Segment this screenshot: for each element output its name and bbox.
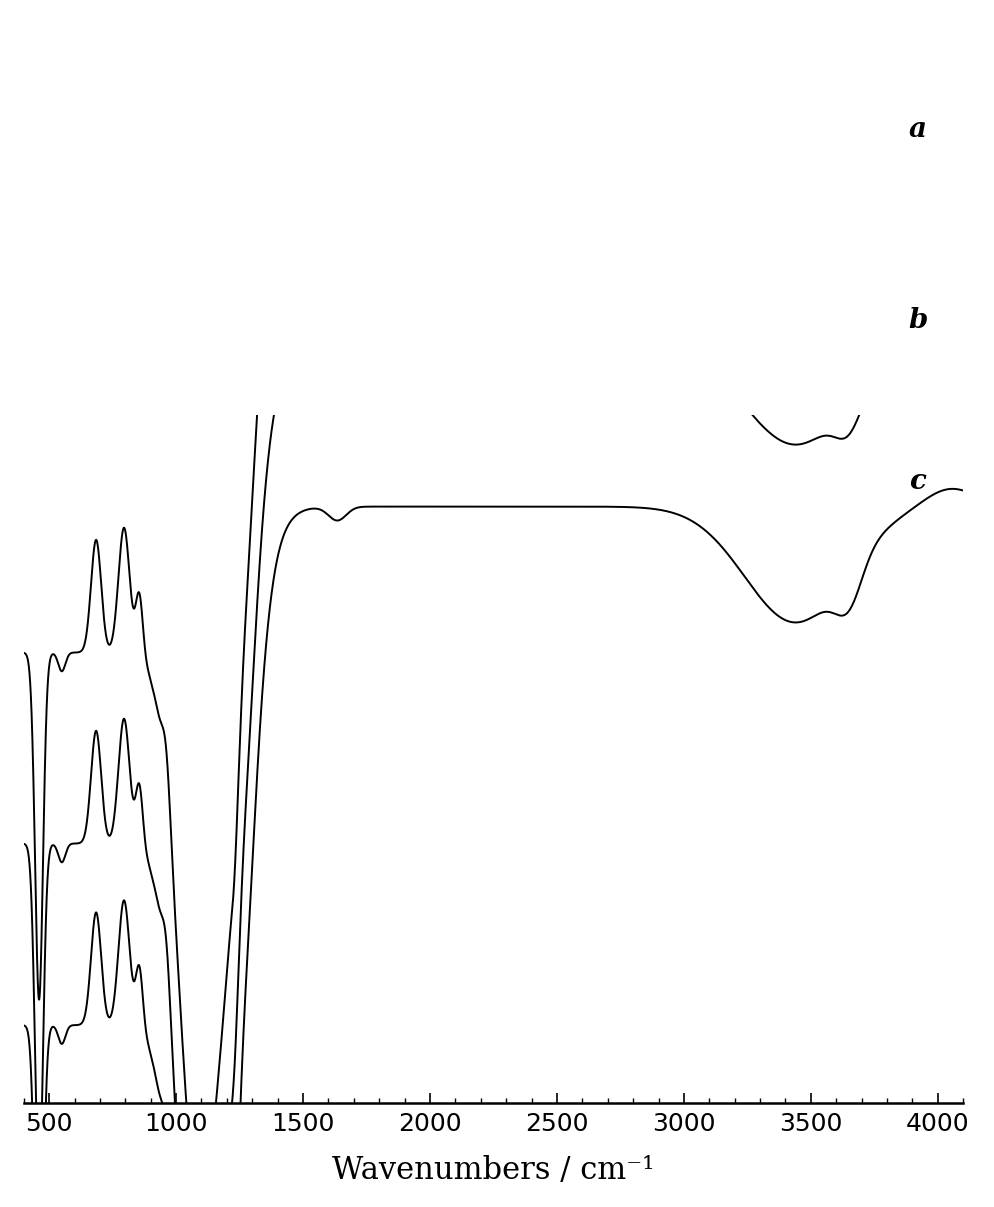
- Text: a: a: [908, 116, 925, 142]
- X-axis label: Wavenumbers / cm⁻¹: Wavenumbers / cm⁻¹: [332, 1155, 654, 1186]
- Text: c: c: [908, 468, 924, 495]
- Text: b: b: [908, 307, 927, 334]
